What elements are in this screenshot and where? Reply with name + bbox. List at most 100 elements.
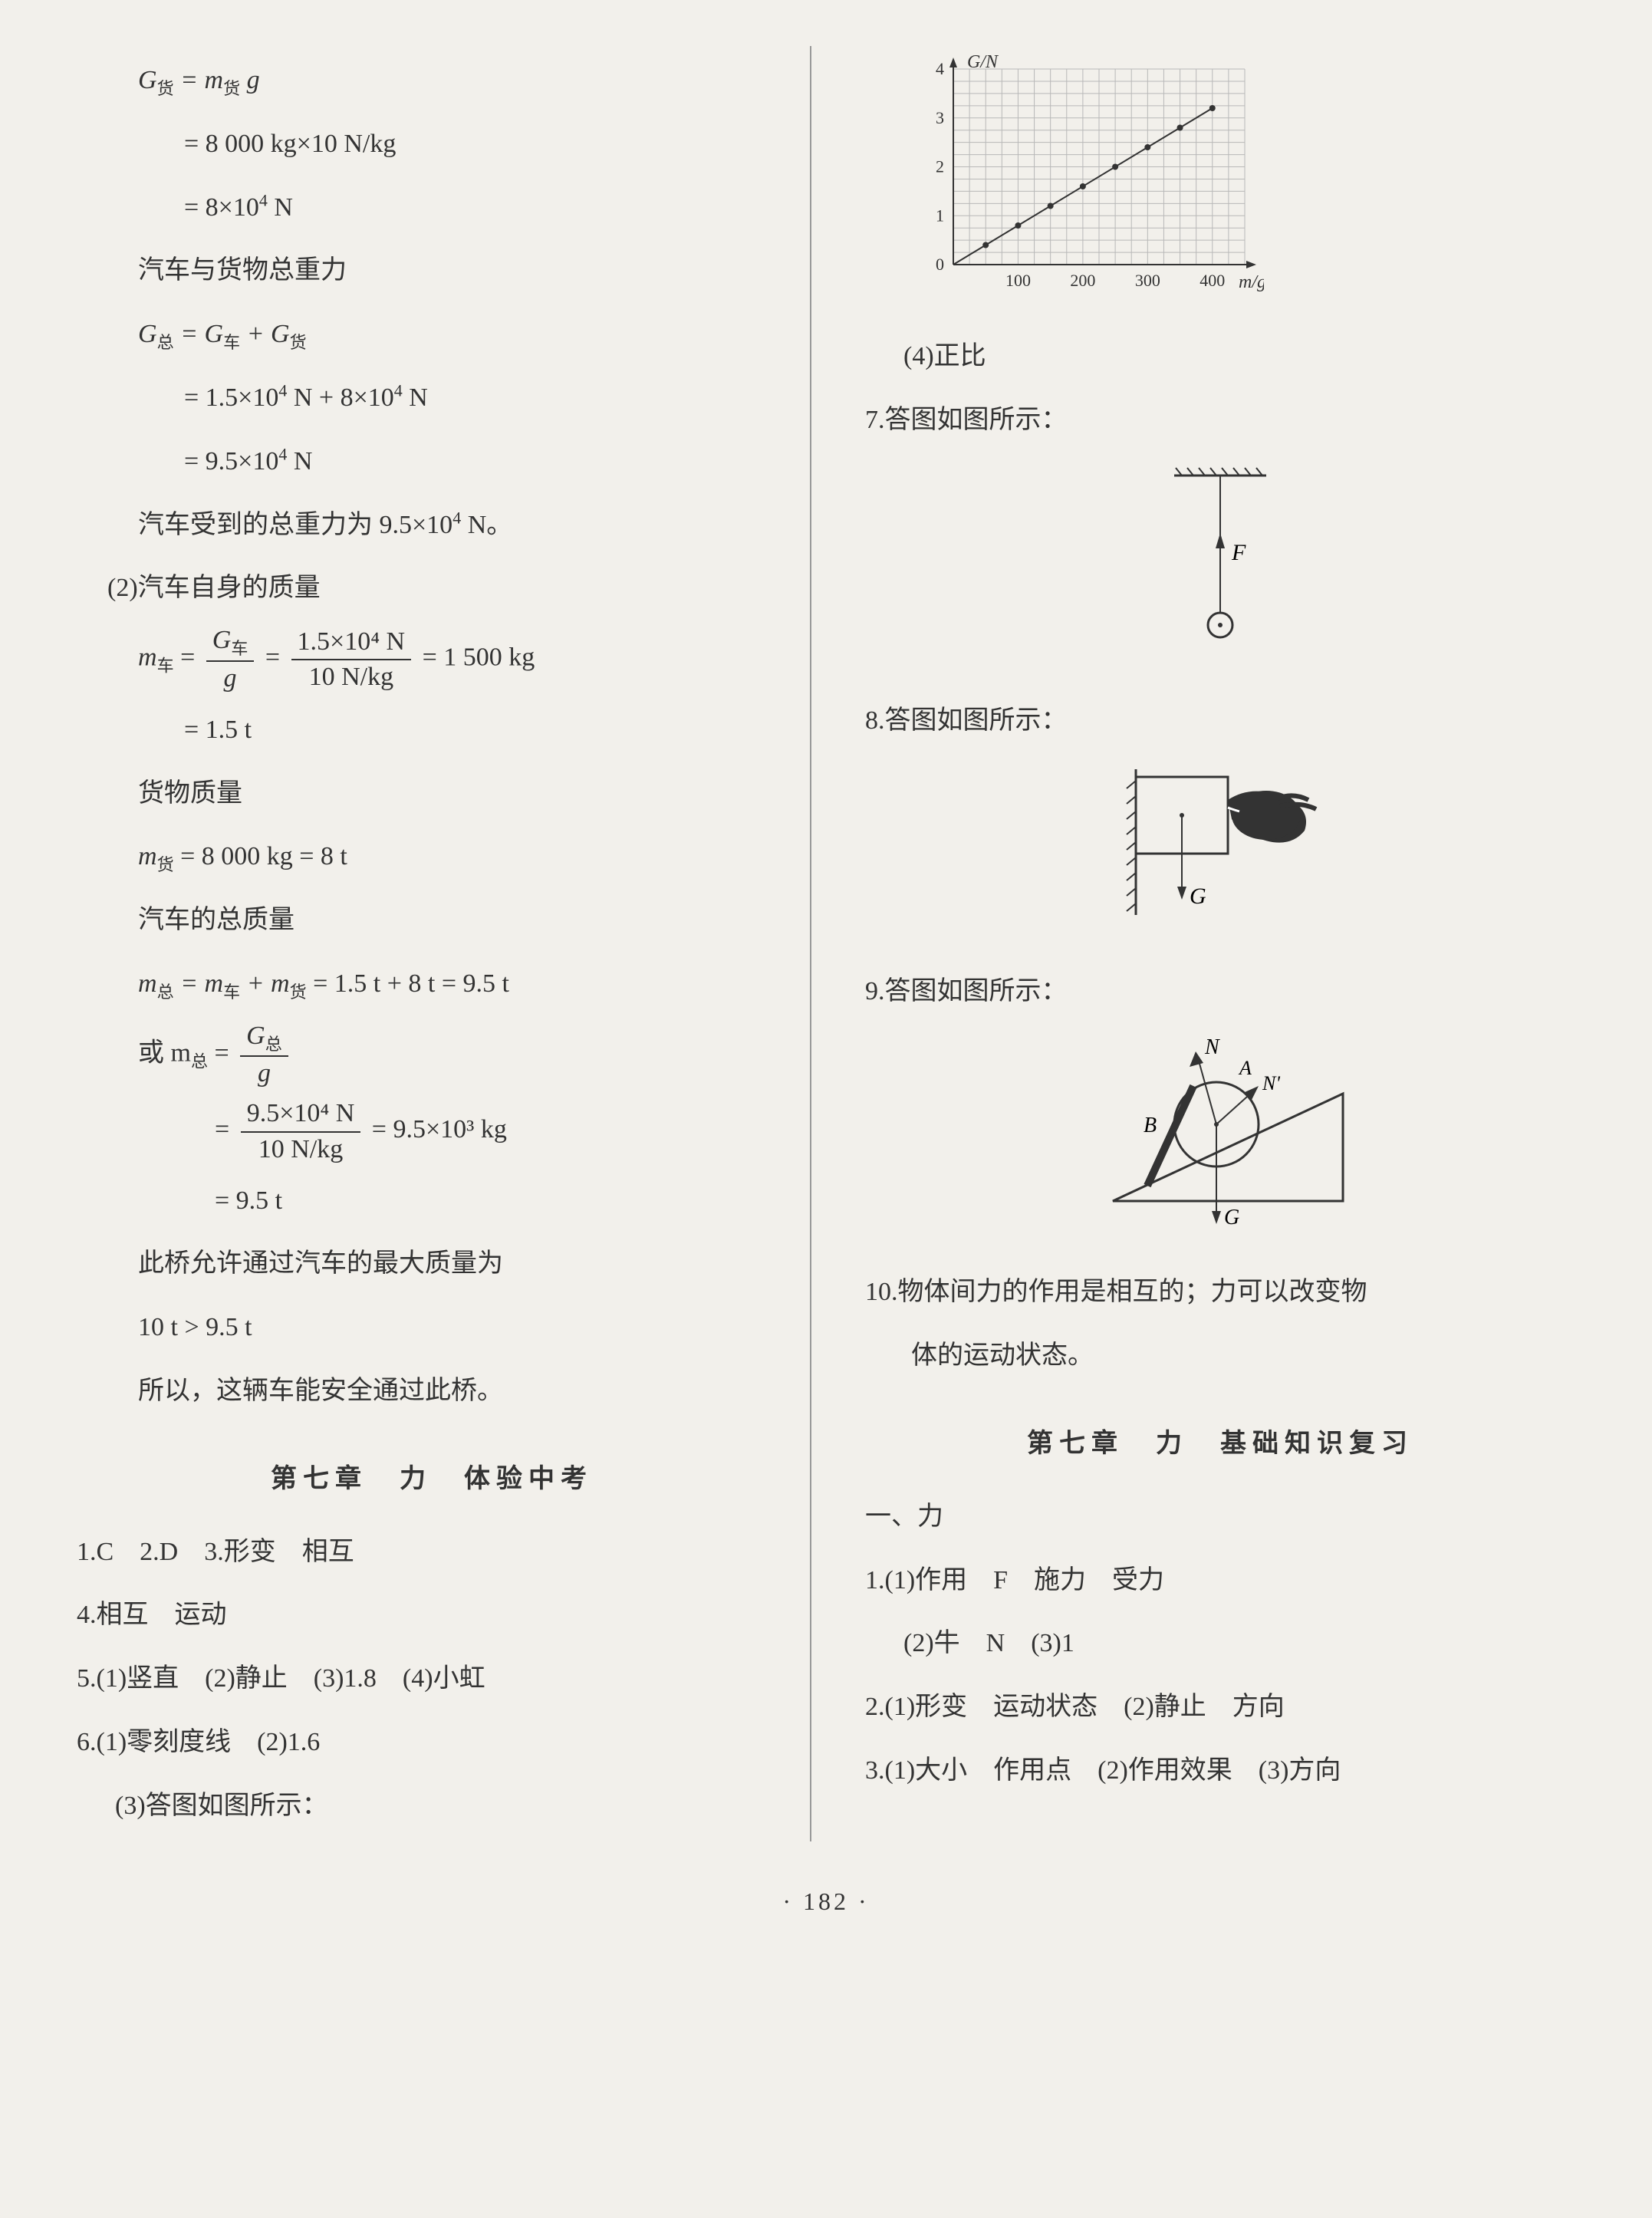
svg-text:300: 300 [1135,271,1160,290]
fraction: G车 g [206,624,255,696]
fraction: 1.5×10⁴ N 10 N/kg [291,625,412,694]
svg-text:400: 400 [1200,271,1225,290]
text-line: 此桥允许通过汽车的最大质量为 [77,1236,787,1293]
answer-line: (2)牛 N (3)1 [865,1615,1575,1673]
answer-line: 10.物体间力的作用是相互的；力可以改变物 [865,1264,1575,1321]
subscript: 车 [157,657,174,676]
superscript: 4 [278,381,287,400]
diagram8-svg: G [1090,762,1351,930]
page-number: · 182 · [77,1887,1575,1916]
right-column: 10020030040001234G/Nm/g (4)正比 7.答图如图所示： … [842,46,1575,1841]
subscript: 车 [223,982,240,1002]
eq-text: = [174,643,202,672]
superscript: 4 [452,508,461,527]
answer-line: 8.答图如图所示： [865,693,1575,750]
svg-text:F: F [1231,540,1246,565]
eq-text: = 8×10 [184,193,259,222]
answer-line: 5.(1)竖直 (2)静止 (3)1.8 (4)小虹 [77,1650,787,1708]
answer-line: 3.(1)大小 作用点 (2)作用效果 (3)方向 [865,1742,1575,1800]
heading-line: 一、力 [865,1489,1575,1546]
fraction: 9.5×10⁴ N 10 N/kg [241,1097,361,1166]
diagram-7: F [865,460,1575,681]
text-line: (2)汽车自身的质量 [77,560,787,617]
chart-svg: 10020030040001234G/Nm/g [911,54,1264,299]
eq-text: N [268,193,293,222]
eq-text: = 1.5 t + 8 t = 9.5 t [307,969,509,998]
subscript: 货 [157,79,174,98]
text: 汽车受到的总重力为 9.5×10 [138,511,452,539]
equation-line: 或 m总 = G总 g [77,1019,787,1091]
var-g: g [240,66,260,94]
subscript: 货 [290,333,307,352]
answer-line: 6.(1)零刻度线 (2)1.6 [77,1714,787,1772]
answer-line: 1.C 2.D 3.形变 相互 [77,1524,787,1581]
answer-line: 体的运动状态。 [865,1328,1575,1385]
text-line: 汽车与货物总重力 [77,242,787,300]
svg-text:200: 200 [1070,271,1095,290]
answer-line: 7.答图如图所示： [865,392,1575,449]
eq-text: 或 m [138,1038,191,1067]
answer-line: 4.相互 运动 [77,1587,787,1644]
equation-line: = 9.5 t [77,1173,787,1230]
svg-text:1: 1 [936,206,944,225]
equation-line: m总 = m车 + m货 = 1.5 t + 8 t = 9.5 t [77,956,787,1013]
var-m: m [138,969,157,998]
answer-line: (4)正比 [865,328,1575,386]
subscript: 车 [223,333,240,352]
answer-line: 2.(1)形变 运动状态 (2)静止 方向 [865,1679,1575,1736]
eq-text: = 1.5×10 [184,383,278,412]
svg-text:0: 0 [936,255,944,274]
eq-text: = m [174,66,224,94]
subscript: 货 [223,79,240,98]
eq-text: = 1 500 kg [423,643,535,672]
eq-text: = 9.5×10 [184,447,278,476]
eq-text: = [265,643,287,672]
eq-text: = [208,1038,235,1067]
equation-line: G货 = m货 g [77,52,787,110]
svg-text:3: 3 [936,108,944,127]
equation-line: = 8×104 N [77,179,787,237]
eq-text: N + 8×10 [287,383,393,412]
var-G: G [138,320,157,348]
eq-text: N [403,383,428,412]
superscript: 4 [278,444,287,463]
svg-text:G: G [1190,884,1206,909]
var-G: G [138,66,157,94]
section-title: 第七章 力 基础知识复习 [865,1416,1575,1473]
svg-text:2: 2 [936,157,944,176]
text-line: 汽车的总质量 [77,892,787,949]
eq-text: = 8 000 kg = 8 t [174,842,347,870]
eq-text: + m [240,969,290,998]
equation-line: = 8 000 kg×10 N/kg [77,116,787,173]
diagram9-svg: N A N' B G [1067,1032,1374,1232]
text-line: 货物质量 [77,765,787,823]
diagram7-svg: F [1144,460,1297,660]
subscript: 总 [191,1051,208,1071]
text-line: 所以，这辆车能安全通过此桥。 [77,1363,787,1420]
page-content: G货 = m货 g = 8 000 kg×10 N/kg = 8×104 N 汽… [77,46,1575,1841]
eq-text: = [215,1115,236,1144]
eq-text: = 9.5×10³ kg [372,1115,507,1144]
equation-line: = 1.5×104 N + 8×104 N [77,370,787,427]
equation-line: m车 = G车 g = 1.5×10⁴ N 10 N/kg = 1 500 kg [77,624,787,696]
svg-text:N': N' [1262,1072,1280,1094]
subscript: 货 [157,855,174,874]
equation-line: = 9.5×10⁴ N 10 N/kg = 9.5×10³ kg [77,1097,787,1166]
var-m: m [138,842,157,870]
text-line: 汽车受到的总重力为 9.5×104 N。 [77,497,787,554]
equation-line: 10 t > 9.5 t [77,1299,787,1357]
answer-line: 1.(1)作用 F 施力 受力 [865,1552,1575,1610]
equation-line: = 1.5 t [77,702,787,759]
equation-line: G总 = G车 + G货 [77,306,787,364]
svg-text:4: 4 [936,59,944,78]
equation-line: m货 = 8 000 kg = 8 t [77,828,787,886]
superscript: 4 [394,381,403,400]
eq-text: = G [174,320,224,348]
svg-text:B: B [1144,1114,1157,1137]
svg-text:m/g: m/g [1239,272,1264,292]
eq-text: N [287,447,312,476]
svg-text:G/N: G/N [967,54,999,72]
fraction: G总 g [240,1019,288,1091]
svg-text:A: A [1238,1057,1252,1079]
var-m: m [138,643,157,672]
